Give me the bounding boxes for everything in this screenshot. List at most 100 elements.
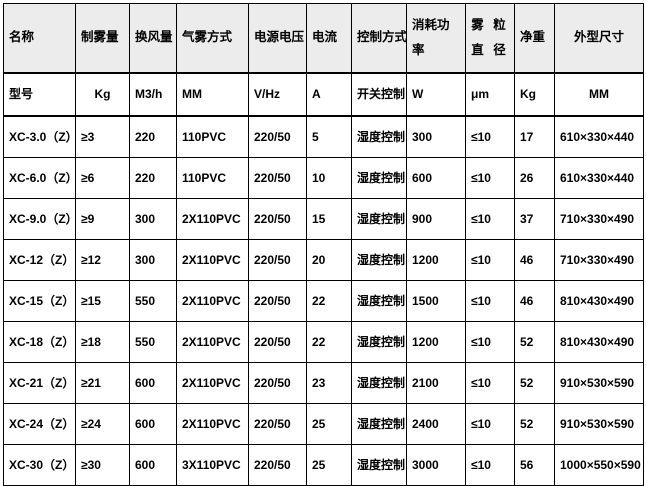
cell-voltage: 220/50 — [248, 362, 307, 404]
cell-net-weight: 46 — [514, 280, 555, 322]
column-header-dimensions: 外型尺寸 — [554, 3, 644, 74]
column-header-control-mode: 控制方式 — [351, 3, 407, 74]
table-row: XC-24（Z） ≥24 600 2X110PVC 220/50 25 湿度控制… — [3, 403, 644, 445]
cell-fog-output: ≥6 — [75, 157, 130, 199]
cell-model: XC-3.0（Z） — [3, 115, 76, 158]
cell-dimensions: 1000×550×590 — [554, 444, 644, 486]
cell-droplet-diameter: ≤10 — [465, 403, 515, 445]
cell-control-mode: 湿度控制 — [351, 239, 407, 281]
cell-power: 1500 — [406, 280, 466, 322]
cell-net-weight: 26 — [514, 157, 555, 199]
cell-dimensions: 610×330×440 — [554, 115, 644, 158]
cell-net-weight: 17 — [514, 115, 555, 158]
table-row: XC-3.0（Z） ≥3 220 110PVC 220/50 5 湿度控制 30… — [3, 115, 644, 158]
table-row: XC-9.0（Z） ≥9 300 2X110PVC 220/50 15 湿度控制… — [3, 198, 644, 240]
column-header-name: 名称 — [3, 3, 76, 74]
column-header-net-weight: 净重 — [514, 3, 555, 74]
table-body: 型号 Kg M3/h MM V/Hz A 开关控制 W μm Kg MM XC-… — [3, 72, 644, 486]
cell-droplet-diameter: ≤10 — [465, 198, 515, 240]
unit-current: A — [306, 72, 352, 117]
cell-control-mode: 湿度控制 — [351, 444, 407, 486]
unit-spray-type: MM — [176, 72, 249, 117]
column-header-voltage: 电源电压 — [248, 3, 307, 74]
cell-dimensions: 810×430×490 — [554, 321, 644, 363]
cell-model: XC-24（Z） — [3, 403, 76, 445]
cell-current: 22 — [306, 280, 352, 322]
table-row: XC-21（Z） ≥21 600 2X110PVC 220/50 23 湿度控制… — [3, 362, 644, 404]
cell-power: 1200 — [406, 321, 466, 363]
cell-voltage: 220/50 — [248, 280, 307, 322]
table-header: 名称 制雾量 换风量 气雾方式 电源电压 电流 控制方式 消耗功率 雾 粒 直 … — [3, 3, 644, 74]
cell-voltage: 220/50 — [248, 444, 307, 486]
cell-current: 25 — [306, 403, 352, 445]
cell-current: 15 — [306, 198, 352, 240]
units-row: 型号 Kg M3/h MM V/Hz A 开关控制 W μm Kg MM — [3, 72, 644, 117]
cell-droplet-diameter: ≤10 — [465, 115, 515, 158]
cell-net-weight: 52 — [514, 403, 555, 445]
cell-control-mode: 湿度控制 — [351, 362, 407, 404]
unit-voltage: V/Hz — [248, 72, 307, 117]
cell-model: XC-9.0（Z） — [3, 198, 76, 240]
cell-net-weight: 37 — [514, 198, 555, 240]
cell-fog-output: ≥24 — [75, 403, 130, 445]
header-row: 名称 制雾量 换风量 气雾方式 电源电压 电流 控制方式 消耗功率 雾 粒 直 … — [3, 3, 644, 74]
cell-air-volume: 550 — [129, 321, 177, 363]
unit-net-weight: Kg — [514, 72, 555, 117]
cell-spray-type: 2X110PVC — [176, 280, 249, 322]
cell-droplet-diameter: ≤10 — [465, 280, 515, 322]
column-header-fog-output: 制雾量 — [75, 3, 130, 74]
cell-fog-output: ≥15 — [75, 280, 130, 322]
column-header-current: 电流 — [306, 3, 352, 74]
cell-control-mode: 湿度控制 — [351, 280, 407, 322]
specification-table: 名称 制雾量 换风量 气雾方式 电源电压 电流 控制方式 消耗功率 雾 粒 直 … — [3, 3, 644, 486]
cell-control-mode: 湿度控制 — [351, 157, 407, 199]
cell-model: XC-18（Z） — [3, 321, 76, 363]
cell-spray-type: 3X110PVC — [176, 444, 249, 486]
cell-control-mode: 湿度控制 — [351, 321, 407, 363]
cell-droplet-diameter: ≤10 — [465, 239, 515, 281]
cell-spray-type: 110PVC — [176, 115, 249, 158]
cell-voltage: 220/50 — [248, 115, 307, 158]
cell-power: 3000 — [406, 444, 466, 486]
cell-fog-output: ≥9 — [75, 198, 130, 240]
cell-current: 25 — [306, 444, 352, 486]
cell-power: 900 — [406, 198, 466, 240]
table-row: XC-18（Z） ≥18 550 2X110PVC 220/50 22 湿度控制… — [3, 321, 644, 363]
cell-dimensions: 810×430×490 — [554, 280, 644, 322]
cell-model: XC-12（Z） — [3, 239, 76, 281]
cell-model: XC-6.0（Z） — [3, 157, 76, 199]
cell-control-mode: 湿度控制 — [351, 115, 407, 158]
cell-spray-type: 2X110PVC — [176, 321, 249, 363]
cell-droplet-diameter: ≤10 — [465, 444, 515, 486]
cell-air-volume: 220 — [129, 157, 177, 199]
cell-power: 2400 — [406, 403, 466, 445]
unit-droplet-diameter: μm — [465, 72, 515, 117]
cell-model: XC-21（Z） — [3, 362, 76, 404]
cell-air-volume: 300 — [129, 198, 177, 240]
cell-current: 20 — [306, 239, 352, 281]
cell-droplet-diameter: ≤10 — [465, 157, 515, 199]
cell-net-weight: 56 — [514, 444, 555, 486]
cell-air-volume: 220 — [129, 115, 177, 158]
cell-current: 5 — [306, 115, 352, 158]
cell-fog-output: ≥18 — [75, 321, 130, 363]
cell-model: XC-30（Z） — [3, 444, 76, 486]
cell-power: 2100 — [406, 362, 466, 404]
cell-air-volume: 600 — [129, 403, 177, 445]
unit-air-volume: M3/h — [129, 72, 177, 117]
cell-fog-output: ≥21 — [75, 362, 130, 404]
cell-model: XC-15（Z） — [3, 280, 76, 322]
cell-current: 23 — [306, 362, 352, 404]
table-row: XC-12（Z） ≥12 300 2X110PVC 220/50 20 湿度控制… — [3, 239, 644, 281]
cell-voltage: 220/50 — [248, 403, 307, 445]
cell-power: 1200 — [406, 239, 466, 281]
unit-fog-output: Kg — [75, 72, 130, 117]
table-row: XC-15（Z） ≥15 550 2X110PVC 220/50 22 湿度控制… — [3, 280, 644, 322]
cell-net-weight: 52 — [514, 362, 555, 404]
cell-droplet-diameter: ≤10 — [465, 321, 515, 363]
cell-voltage: 220/50 — [248, 157, 307, 199]
unit-power: W — [406, 72, 466, 117]
cell-droplet-diameter: ≤10 — [465, 362, 515, 404]
cell-air-volume: 600 — [129, 444, 177, 486]
cell-air-volume: 300 — [129, 239, 177, 281]
